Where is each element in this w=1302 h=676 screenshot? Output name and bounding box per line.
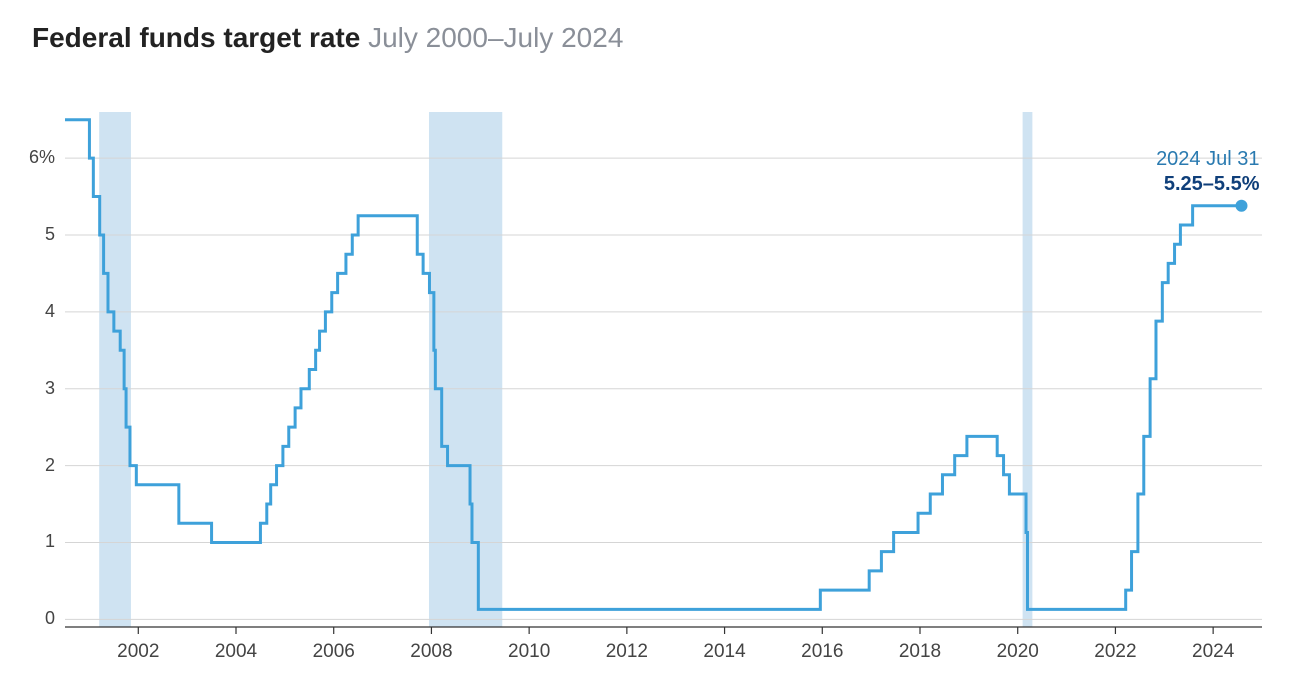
x-tick-label: 2022 bbox=[1094, 641, 1136, 663]
x-tick-label: 2016 bbox=[801, 641, 843, 663]
x-tick-label: 2006 bbox=[313, 641, 355, 663]
recession-band bbox=[99, 112, 131, 627]
x-tick-label: 2012 bbox=[606, 641, 648, 663]
x-tick-label: 2008 bbox=[410, 641, 452, 663]
chart-container: Federal funds target rate July 2000–July… bbox=[0, 0, 1302, 676]
x-tick-label: 2002 bbox=[117, 641, 159, 663]
rate-line bbox=[65, 120, 1241, 610]
x-tick-label: 2024 bbox=[1192, 641, 1234, 663]
callout-value: 5.25–5.5% bbox=[1164, 173, 1260, 196]
chart-title: Federal funds target rate July 2000–July… bbox=[32, 22, 623, 54]
y-tick-label: 3 bbox=[12, 378, 55, 399]
y-tick-label: 1 bbox=[12, 531, 55, 552]
x-tick-label: 2018 bbox=[899, 641, 941, 663]
y-tick-label: 2 bbox=[12, 455, 55, 476]
x-tick-label: 2010 bbox=[508, 641, 550, 663]
x-tick-label: 2020 bbox=[997, 641, 1039, 663]
y-tick-label: 5 bbox=[12, 224, 55, 245]
y-tick-label: 6% bbox=[12, 147, 55, 168]
x-tick-label: 2014 bbox=[703, 641, 745, 663]
y-tick-label: 0 bbox=[12, 608, 55, 629]
line-chart bbox=[65, 112, 1262, 647]
x-tick-label: 2004 bbox=[215, 641, 257, 663]
title-subtitle: July 2000–July 2024 bbox=[368, 22, 623, 53]
y-tick-label: 4 bbox=[12, 301, 55, 322]
title-main: Federal funds target rate bbox=[32, 22, 360, 53]
recession-band bbox=[429, 112, 502, 627]
end-point-dot bbox=[1235, 200, 1247, 212]
callout-date: 2024 Jul 31 bbox=[1156, 148, 1259, 171]
